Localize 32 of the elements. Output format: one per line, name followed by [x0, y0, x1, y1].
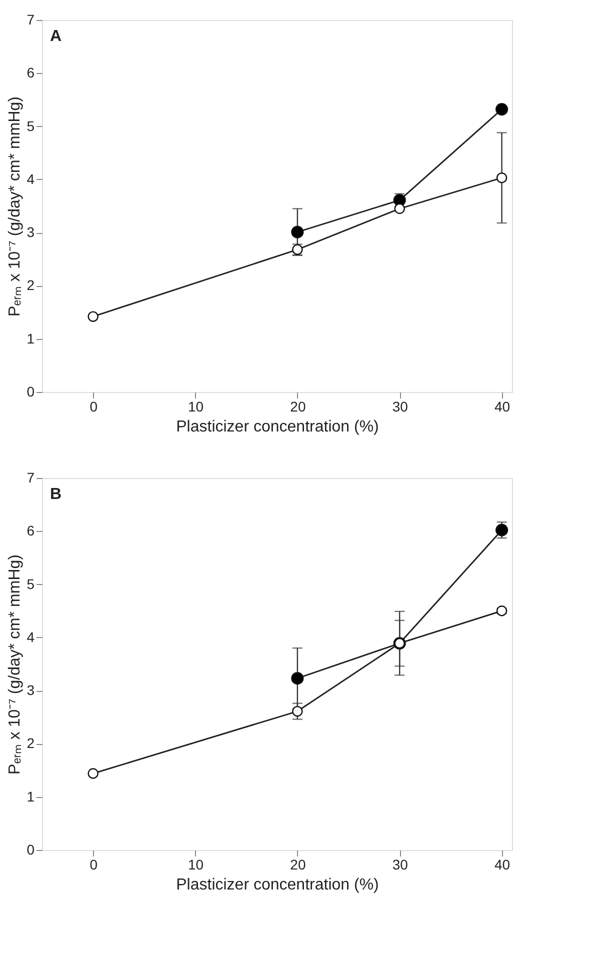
y-tick-label: 0 — [26, 384, 35, 400]
x-tick-label: 10 — [188, 398, 204, 414]
x-tick-label: 10 — [188, 856, 204, 872]
x-axis-title: Plasticizer concentration (%) — [176, 418, 379, 436]
x-tick-label: 40 — [494, 856, 510, 872]
x-tick-label: 30 — [392, 856, 408, 872]
x-tick-label: 0 — [90, 398, 98, 414]
x-tick-label: 20 — [290, 856, 306, 872]
y-tick-label: 1 — [26, 330, 35, 346]
text: B — [50, 486, 62, 503]
y-tick-label: 7 — [26, 470, 35, 486]
y-tick-label: 5 — [26, 118, 35, 134]
y-tick-label: 6 — [26, 64, 35, 81]
y-tick-label: 4 — [26, 628, 35, 645]
y-tick-label: 1 — [26, 788, 35, 804]
y-axis-title: Pₑᵣₘ x 10⁻⁷ (g/day* cm* mmHg) — [6, 554, 24, 774]
x-tick-label: 40 — [494, 398, 510, 414]
y-tick-label: 2 — [26, 735, 35, 752]
y-tick-label: 2 — [26, 277, 35, 294]
x-tick-label: 30 — [392, 398, 408, 414]
y-axis-title: Pₑᵣₘ x 10⁻⁷ (g/day* cm* mmHg) — [6, 96, 24, 316]
x-axis-title: Plasticizer concentration (%) — [176, 876, 379, 894]
y-tick-label: 7 — [26, 12, 35, 28]
y-tick-label: 5 — [26, 576, 35, 592]
x-tick-label: 0 — [90, 856, 98, 872]
text: A — [50, 28, 62, 45]
y-tick-label: 3 — [26, 682, 35, 698]
y-tick-label: 4 — [26, 170, 35, 187]
y-tick-label: 6 — [26, 522, 35, 539]
y-tick-label: 3 — [26, 224, 35, 240]
y-tick-label: 0 — [26, 842, 35, 858]
x-tick-label: 20 — [290, 398, 306, 414]
